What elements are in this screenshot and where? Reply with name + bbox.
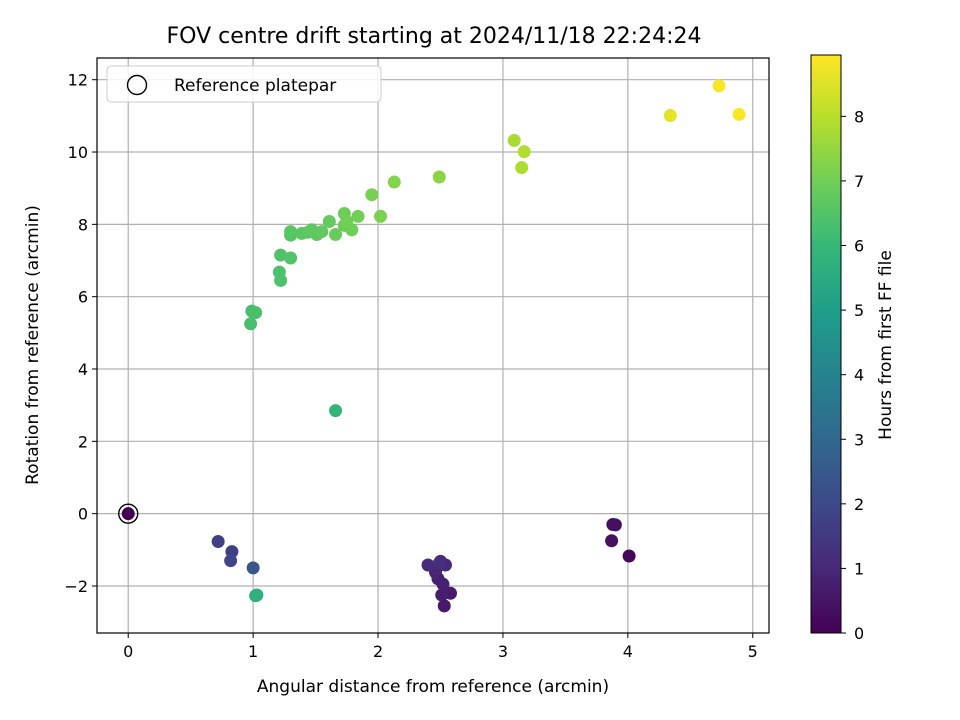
x-tick-label: 5 — [748, 642, 758, 661]
data-point — [432, 556, 446, 570]
reference-marker — [118, 503, 139, 524]
colorbar-tick-label: 5 — [854, 301, 864, 320]
plot-frame — [96, 57, 770, 634]
y-tick-label: 6 — [78, 288, 88, 307]
data-point — [421, 558, 435, 572]
data-point — [211, 535, 225, 549]
data-point — [663, 109, 677, 122]
data-point — [284, 251, 298, 265]
colorbar-label: Hours from first FF file — [876, 250, 896, 440]
colorbar-tick-label: 6 — [854, 237, 864, 256]
x-tick-label: 3 — [498, 642, 508, 661]
data-point — [340, 214, 354, 228]
x-tick-label: 0 — [123, 642, 133, 661]
x-tick-label: 4 — [623, 642, 633, 661]
legend: Reference platepar — [106, 65, 382, 103]
data-point — [246, 561, 260, 575]
data-point — [272, 265, 286, 279]
y-tick-label: −2 — [64, 577, 88, 596]
y-tick-label: 12 — [68, 71, 88, 90]
data-point — [432, 170, 446, 184]
y-tick-label: 8 — [78, 215, 88, 234]
y-tick-label: 4 — [78, 360, 88, 379]
y-axis-ticks: −2 0 2 4 6 8 10 12 — [64, 71, 97, 596]
legend-reference-marker — [126, 74, 148, 96]
colorbar-tick-label: 1 — [854, 559, 864, 578]
data-point — [351, 209, 365, 223]
data-point — [608, 518, 622, 532]
y-tick-label: 2 — [78, 432, 88, 451]
data-point — [249, 306, 263, 320]
data-point — [517, 145, 531, 159]
legend-entry-reference-platepar: Reference platepar — [174, 76, 336, 96]
colorbar: 0 1 2 3 4 5 6 7 8 Hours from first FF file — [810, 54, 896, 643]
data-point — [437, 599, 451, 613]
colorbar-ticks: 0 1 2 3 4 5 6 7 8 — [841, 107, 864, 643]
data-points — [121, 79, 746, 613]
colorbar-tick-label: 4 — [854, 366, 864, 385]
data-point — [274, 248, 288, 262]
data-point — [374, 209, 388, 223]
data-point — [315, 225, 329, 239]
data-point — [507, 133, 521, 147]
data-point — [250, 588, 264, 602]
data-point — [322, 214, 336, 228]
data-point — [387, 175, 401, 189]
colorbar-tick-label: 2 — [854, 495, 864, 514]
data-point — [329, 227, 343, 241]
colorbar-tick-label: 7 — [854, 172, 864, 191]
x-axis-label: Angular distance from reference (arcmin) — [257, 677, 609, 697]
y-tick-label: 0 — [78, 505, 88, 524]
grid-lines — [97, 58, 769, 633]
data-point — [121, 507, 135, 521]
data-point — [224, 554, 238, 568]
data-point — [732, 107, 746, 121]
colorbar-tick-label: 0 — [854, 624, 864, 643]
colorbar-gradient — [810, 54, 842, 634]
x-axis-ticks: 0 1 2 3 4 5 — [123, 633, 758, 661]
data-point — [329, 404, 343, 418]
y-axis-label: Rotation from reference (arcmin) — [23, 205, 43, 485]
colorbar-tick-label: 3 — [854, 430, 864, 449]
data-point — [284, 225, 298, 239]
data-point — [365, 188, 379, 202]
data-point — [244, 317, 258, 331]
y-tick-label: 10 — [68, 143, 88, 162]
data-point — [515, 161, 529, 175]
data-point — [605, 534, 619, 548]
data-point — [622, 549, 636, 563]
x-tick-label: 2 — [373, 642, 383, 661]
chart-title: FOV centre drift starting at 2024/11/18 … — [167, 24, 702, 49]
reference-platepar-marker — [118, 503, 139, 524]
data-point — [712, 79, 726, 93]
data-point — [435, 588, 449, 602]
colorbar-tick-label: 8 — [854, 107, 864, 126]
x-tick-label: 1 — [248, 642, 258, 661]
legend-box — [106, 65, 382, 103]
